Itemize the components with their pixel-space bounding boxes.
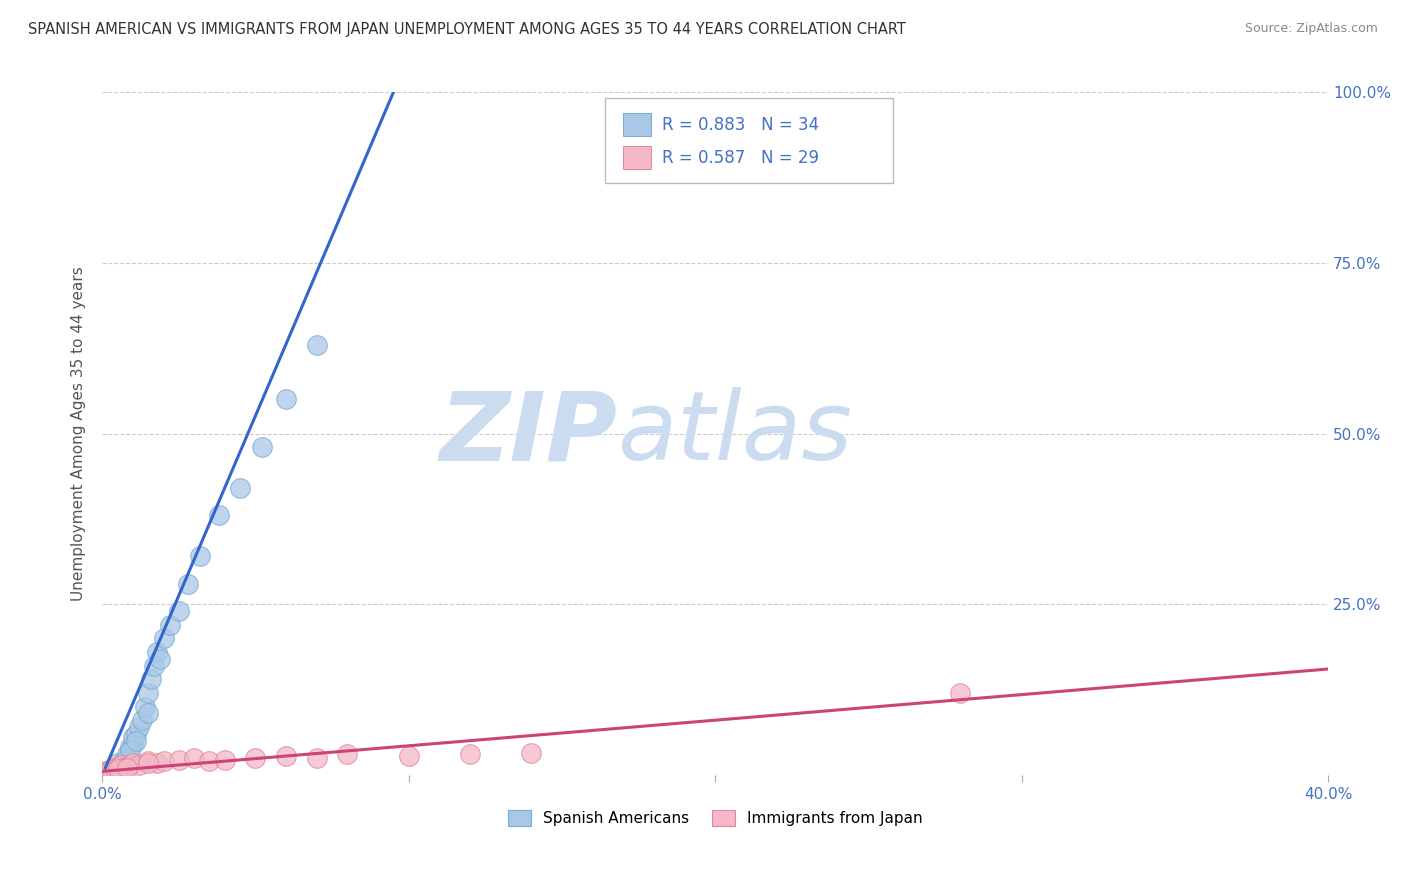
Point (136, 754, 159, 768)
Point (121, 731, 143, 745)
Text: Source: ZipAtlas.com: Source: ZipAtlas.com (1244, 22, 1378, 36)
Point (107, 759, 129, 773)
Point (183, 750, 205, 764)
Text: R = 0.883   N = 34: R = 0.883 N = 34 (662, 116, 820, 134)
Point (146, 645, 169, 659)
Point (103, 761, 125, 775)
Point (520, 746, 543, 760)
Text: SPANISH AMERICAN VS IMMIGRANTS FROM JAPAN UNEMPLOYMENT AMONG AGES 35 TO 44 YEARS: SPANISH AMERICAN VS IMMIGRANTS FROM JAPA… (28, 22, 905, 37)
Point (198, 754, 221, 768)
Point (229, 481, 252, 495)
Point (188, 549, 211, 564)
Point (458, 747, 481, 762)
Point (121, 737, 143, 751)
Point (177, 576, 200, 591)
Point (107, 759, 129, 773)
Point (112, 761, 135, 775)
Point (118, 740, 141, 755)
Y-axis label: Unemployment Among Ages 35 to 44 years: Unemployment Among Ages 35 to 44 years (72, 266, 86, 601)
Point (118, 757, 141, 772)
Point (136, 756, 159, 770)
Point (125, 733, 148, 747)
Text: atlas: atlas (617, 387, 852, 480)
Point (136, 706, 159, 721)
Point (167, 753, 190, 767)
Point (214, 753, 236, 767)
Point (128, 757, 150, 772)
Point (305, 750, 328, 764)
Point (128, 720, 150, 734)
Point (167, 604, 190, 618)
Point (152, 754, 174, 768)
Point (245, 750, 267, 764)
Point (103, 761, 125, 775)
Point (949, 686, 972, 700)
Point (152, 632, 174, 646)
Point (110, 757, 132, 772)
Point (274, 748, 297, 763)
Point (94, 764, 117, 779)
Point (115, 761, 138, 775)
Point (97, 764, 120, 778)
Point (149, 652, 172, 666)
Point (336, 747, 359, 762)
Point (112, 754, 135, 768)
Point (146, 756, 169, 770)
Point (398, 748, 420, 763)
Point (97, 764, 120, 779)
Point (100, 762, 122, 776)
Point (115, 750, 138, 764)
Point (208, 508, 231, 523)
Point (121, 756, 143, 770)
Point (305, 338, 328, 352)
Point (274, 392, 297, 407)
Point (115, 759, 138, 773)
Text: R = 0.587   N = 29: R = 0.587 N = 29 (662, 149, 820, 167)
Point (141, 672, 163, 686)
Point (131, 713, 153, 727)
Point (107, 762, 129, 776)
Legend: Spanish Americans, Immigrants from Japan: Spanish Americans, Immigrants from Japan (502, 804, 929, 832)
Point (107, 756, 129, 770)
Point (143, 658, 166, 673)
Point (118, 744, 141, 758)
Point (250, 440, 273, 454)
Point (115, 747, 138, 762)
Point (100, 762, 122, 776)
Point (136, 686, 159, 700)
Point (125, 727, 148, 741)
Text: ZIP: ZIP (439, 387, 617, 480)
Point (134, 699, 156, 714)
Point (110, 757, 132, 772)
Point (159, 617, 181, 632)
